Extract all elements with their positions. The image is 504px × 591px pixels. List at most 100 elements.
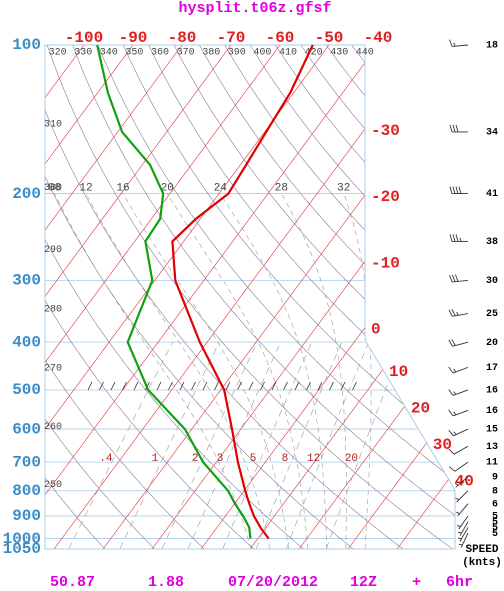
adiabat-label: 390 — [228, 48, 246, 59]
wind-barb — [449, 234, 468, 242]
wind-speed-label: 34 — [486, 128, 498, 139]
dry-adiabat — [72, 45, 455, 549]
adiabat-label: 250 — [44, 480, 62, 491]
hatch — [340, 381, 346, 391]
isotherm — [45, 45, 232, 549]
footer-text: 07/20/2012 — [228, 574, 318, 591]
wind-barb — [455, 490, 469, 503]
isotherm — [45, 45, 183, 549]
adiabat-label: 310 — [44, 119, 62, 130]
wind-barb — [457, 527, 469, 542]
wind-barb — [449, 124, 469, 133]
isotherm — [45, 45, 379, 549]
hatch — [248, 381, 254, 391]
hatch — [133, 381, 139, 391]
dry-adiabat — [173, 45, 455, 549]
x-tick-label: 0 — [371, 321, 381, 339]
dry-adiabat — [97, 45, 455, 549]
x-tick-label: 10 — [389, 363, 408, 381]
hatch — [99, 381, 104, 391]
dry-adiabat — [199, 45, 455, 549]
mixing-ratio-label: 5 — [250, 453, 257, 465]
wind-speed-label: 41 — [486, 189, 498, 200]
dry-adiabat — [45, 45, 304, 549]
y-tick-label: 100 — [12, 36, 41, 54]
footer-text: 12Z — [350, 574, 377, 591]
footer-text: 1.88 — [148, 574, 184, 591]
wind-speed-label: 5 — [492, 529, 498, 540]
wind-barb — [449, 274, 469, 283]
wind-speed-label: 38 — [486, 237, 498, 248]
moist-adiabat — [54, 193, 252, 549]
moist-adiabat-label: 20 — [161, 182, 174, 194]
dry-adiabat — [148, 45, 455, 549]
wind-barb — [449, 186, 469, 195]
hatch — [294, 381, 300, 391]
y-tick-label: 500 — [12, 381, 41, 399]
adiabat-label: 330 — [74, 48, 92, 59]
x-tick-label: -20 — [371, 188, 400, 206]
wind-speed-label: 9 — [492, 473, 498, 484]
adiabat-label: 400 — [253, 48, 271, 59]
mixing-ratio-line — [255, 341, 342, 549]
adiabat-label: 360 — [151, 48, 169, 59]
dry-adiabat — [45, 45, 354, 549]
wind-speed-label: 16 — [486, 406, 498, 417]
wind-barb — [454, 476, 469, 488]
moist-adiabat-label: 24 — [214, 182, 228, 194]
mixing-ratio-line — [119, 341, 220, 549]
mixing-ratio-line — [286, 341, 369, 549]
wind-barb — [456, 515, 469, 530]
hatch — [271, 381, 277, 391]
footer-text: 6hr — [446, 574, 473, 591]
adiabat-label: 430 — [330, 48, 348, 59]
hatch — [122, 381, 127, 391]
adiabat-label: 340 — [100, 48, 118, 59]
dry-adiabat — [45, 45, 205, 549]
y-tick-label: 600 — [12, 420, 41, 438]
hatch — [283, 381, 288, 391]
hatch — [168, 381, 173, 391]
y-tick-label: 400 — [12, 333, 41, 351]
mixing-ratio-line — [222, 341, 313, 549]
wind-barb — [458, 532, 469, 548]
mixing-ratio-label: .4 — [99, 453, 113, 465]
moist-adiabat-label: 32 — [337, 182, 350, 194]
wind-speed-label: 5 — [492, 517, 498, 528]
wind-speed-label: 5 — [492, 512, 498, 523]
wind-barb — [449, 39, 469, 47]
mixing-ratio-line — [187, 341, 281, 549]
label-layer: 10020030040050060070080090010001050-100-… — [3, 29, 474, 558]
dry-adiabat — [45, 45, 404, 549]
x-tick-label: 20 — [411, 400, 430, 418]
hatch — [191, 381, 196, 391]
speed-unit: (knts) — [462, 557, 502, 569]
wind-barb — [448, 309, 469, 317]
moist-adiabat — [85, 193, 271, 549]
wind-speed-label: 17 — [486, 363, 498, 374]
dry-adiabat — [45, 45, 255, 549]
y-tick-label: 200 — [12, 185, 41, 203]
wind-speed-label: 15 — [486, 425, 498, 436]
wind-barb — [448, 409, 469, 417]
speed-label: SPEED — [465, 544, 498, 556]
adiabat-label: 420 — [305, 48, 323, 59]
y-tick-label: 1050 — [3, 540, 41, 558]
mixing-ratio-label: 20 — [345, 453, 358, 465]
x-tick-label: -80 — [168, 29, 197, 47]
wind-speed-label: 5 — [492, 523, 498, 534]
x-tick-label: -100 — [65, 29, 103, 47]
wind-speed-label: 20 — [486, 338, 498, 349]
wind-barb — [448, 445, 469, 455]
mixing-ratio-line — [161, 341, 258, 549]
adiabat-label: 300 — [44, 183, 62, 194]
adiabat-label: 350 — [125, 48, 143, 59]
moist-adiabat-label: 28 — [275, 182, 288, 194]
adiabat-label: 290 — [44, 245, 62, 256]
wind-speed-label: 11 — [486, 458, 498, 469]
wind-barb — [448, 339, 469, 347]
wind-barb — [448, 389, 469, 396]
x-tick-label: -10 — [371, 255, 400, 273]
dry-adiabat — [46, 45, 453, 549]
moist-adiabat — [122, 193, 289, 549]
